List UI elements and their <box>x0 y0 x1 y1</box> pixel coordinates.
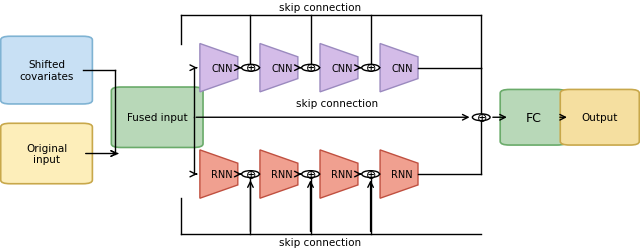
Text: Fused input: Fused input <box>127 113 188 123</box>
Circle shape <box>301 171 319 178</box>
Polygon shape <box>320 150 358 198</box>
Polygon shape <box>260 44 298 92</box>
Text: RNN: RNN <box>392 170 413 179</box>
Text: $\oplus$: $\oplus$ <box>476 111 487 124</box>
Text: skip connection: skip connection <box>296 98 378 108</box>
Circle shape <box>241 65 259 72</box>
FancyBboxPatch shape <box>560 90 639 146</box>
FancyBboxPatch shape <box>1 37 92 104</box>
Text: CNN: CNN <box>332 64 353 74</box>
Text: $\oplus$: $\oplus$ <box>245 62 256 75</box>
Text: CNN: CNN <box>211 64 233 74</box>
FancyBboxPatch shape <box>500 90 566 146</box>
Text: Original
input: Original input <box>26 143 67 165</box>
Text: Shifted
covariates: Shifted covariates <box>19 60 74 82</box>
Polygon shape <box>320 44 358 92</box>
Circle shape <box>472 114 490 121</box>
Text: $\oplus$: $\oplus$ <box>305 62 316 75</box>
Text: $\oplus$: $\oplus$ <box>245 168 256 181</box>
Text: $\oplus$: $\oplus$ <box>365 168 376 181</box>
Circle shape <box>241 171 259 178</box>
Text: FC: FC <box>525 111 541 124</box>
Text: Output: Output <box>582 113 618 123</box>
Circle shape <box>362 171 380 178</box>
Text: $\oplus$: $\oplus$ <box>365 62 376 75</box>
FancyBboxPatch shape <box>1 124 92 184</box>
Circle shape <box>301 65 319 72</box>
Circle shape <box>362 65 380 72</box>
Text: $\oplus$: $\oplus$ <box>305 168 316 181</box>
Text: CNN: CNN <box>271 64 293 74</box>
Polygon shape <box>380 150 418 198</box>
Polygon shape <box>200 150 238 198</box>
Text: CNN: CNN <box>392 64 413 74</box>
Polygon shape <box>260 150 298 198</box>
Polygon shape <box>380 44 418 92</box>
FancyBboxPatch shape <box>111 88 203 148</box>
Text: skip connection: skip connection <box>279 237 361 247</box>
Polygon shape <box>200 44 238 92</box>
Text: skip connection: skip connection <box>279 3 361 13</box>
Text: RNN: RNN <box>211 170 233 179</box>
Text: RNN: RNN <box>332 170 353 179</box>
Text: RNN: RNN <box>271 170 293 179</box>
